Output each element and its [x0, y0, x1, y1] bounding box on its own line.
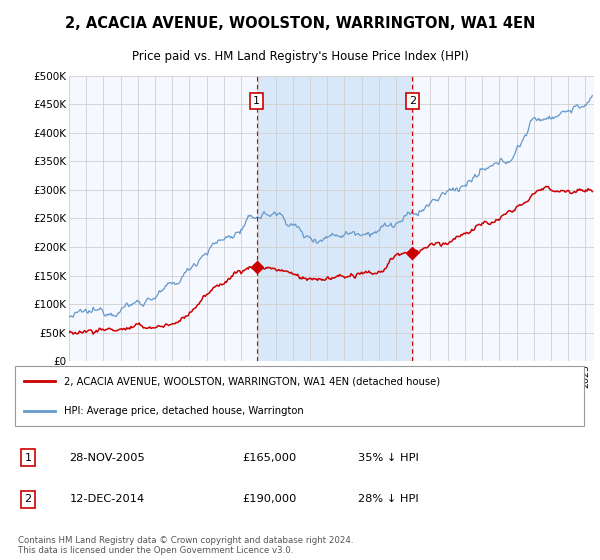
Text: £165,000: £165,000: [242, 453, 296, 463]
Text: 35% ↓ HPI: 35% ↓ HPI: [358, 453, 418, 463]
Text: 28% ↓ HPI: 28% ↓ HPI: [358, 494, 418, 505]
Text: 2, ACACIA AVENUE, WOOLSTON, WARRINGTON, WA1 4EN (detached house): 2, ACACIA AVENUE, WOOLSTON, WARRINGTON, …: [64, 376, 440, 386]
Text: Contains HM Land Registry data © Crown copyright and database right 2024.
This d: Contains HM Land Registry data © Crown c…: [18, 536, 353, 556]
Text: 1: 1: [25, 453, 32, 463]
Text: HPI: Average price, detached house, Warrington: HPI: Average price, detached house, Warr…: [64, 406, 304, 416]
Text: 2, ACACIA AVENUE, WOOLSTON, WARRINGTON, WA1 4EN: 2, ACACIA AVENUE, WOOLSTON, WARRINGTON, …: [65, 16, 535, 31]
Bar: [257, 76, 412, 361]
Text: £190,000: £190,000: [242, 494, 297, 505]
Text: 2: 2: [409, 96, 416, 106]
Text: 28-NOV-2005: 28-NOV-2005: [70, 453, 145, 463]
Text: 2: 2: [25, 494, 32, 505]
Text: Price paid vs. HM Land Registry's House Price Index (HPI): Price paid vs. HM Land Registry's House …: [131, 49, 469, 63]
Text: 12-DEC-2014: 12-DEC-2014: [70, 494, 145, 505]
Text: 1: 1: [253, 96, 260, 106]
FancyBboxPatch shape: [15, 366, 584, 427]
